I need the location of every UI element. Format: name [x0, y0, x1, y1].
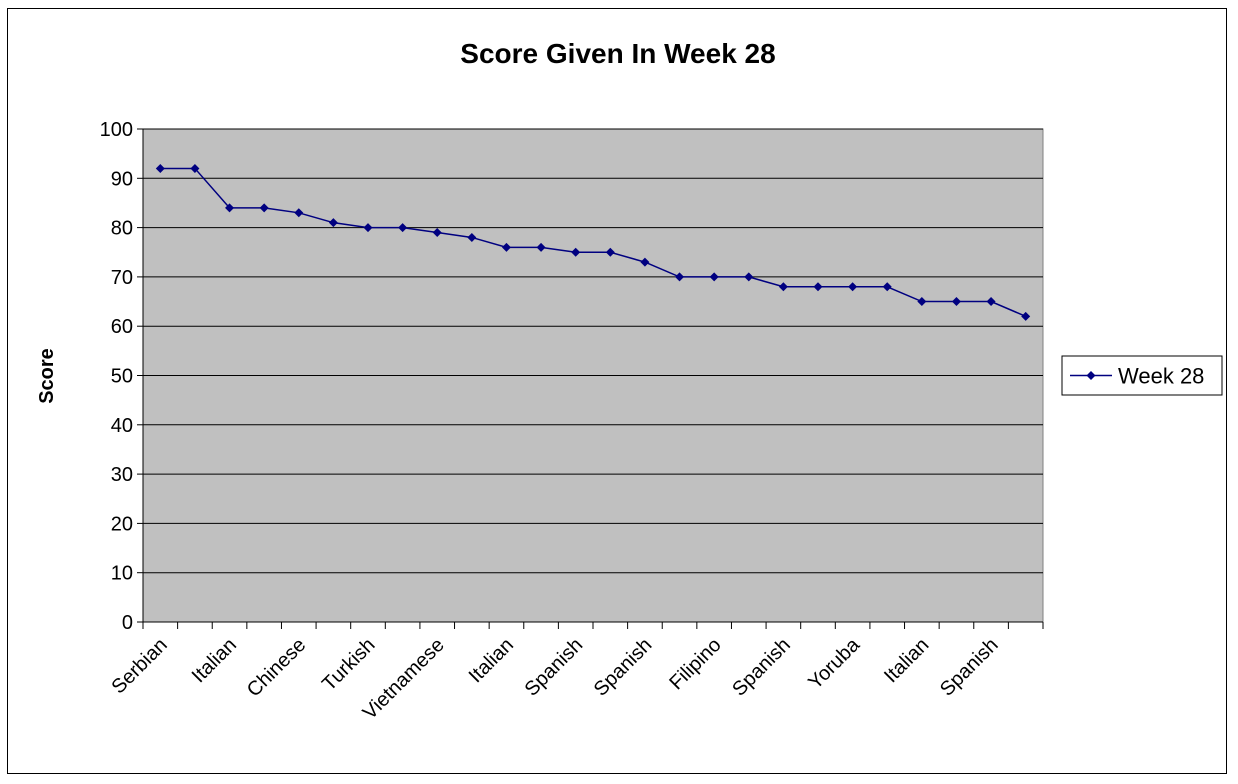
y-axis-label: Score: [36, 348, 58, 404]
data-point-marker: [605, 247, 615, 257]
data-point-marker: [432, 228, 442, 238]
data-point-marker: [190, 163, 200, 173]
y-tick-label: 60: [111, 316, 133, 338]
x-tick-label: Spanish: [521, 634, 588, 701]
data-point-marker: [813, 282, 823, 292]
data-point-marker: [917, 297, 927, 307]
data-point-marker: [155, 163, 165, 173]
data-point-marker: [259, 203, 269, 213]
data-point-marker: [536, 242, 546, 252]
data-point-marker: [363, 223, 373, 233]
data-point-marker: [675, 272, 685, 282]
y-tick-label: 20: [111, 513, 133, 535]
y-tick-label: 100: [100, 119, 133, 141]
data-point-marker: [501, 242, 511, 252]
legend: Week 28: [1061, 355, 1223, 396]
y-tick-label: 50: [111, 366, 133, 388]
x-tick-label: Yoruba: [804, 633, 864, 693]
x-tick-label: Turkish: [318, 634, 379, 695]
data-point-marker: [986, 297, 996, 307]
data-point-marker: [744, 272, 754, 282]
data-point-marker: [882, 282, 892, 292]
y-tick-label: 40: [111, 415, 133, 437]
y-tick-label: 30: [111, 464, 133, 486]
x-tick-label: Spanish: [936, 634, 1003, 701]
data-point-marker: [951, 297, 961, 307]
x-tick-label: Italian: [188, 634, 241, 687]
data-point-marker: [294, 208, 304, 218]
data-point-marker: [225, 203, 235, 213]
data-point-marker: [640, 257, 650, 267]
x-tick-label: Spanish: [728, 634, 795, 701]
y-tick-label: 80: [111, 218, 133, 240]
x-tick-label: Filipino: [665, 634, 725, 694]
legend-label: Week 28: [1118, 364, 1204, 389]
y-tick-label: 0: [122, 612, 133, 634]
x-tick-label: Italian: [465, 634, 518, 687]
data-point-marker: [848, 282, 858, 292]
y-tick-label: 70: [111, 267, 133, 289]
data-point-marker: [1021, 311, 1031, 321]
x-tick-label: Chinese: [243, 634, 310, 701]
data-point-marker: [709, 272, 719, 282]
chart-title: Score Given In Week 28: [460, 38, 775, 69]
x-tick-label: Serbian: [108, 634, 172, 698]
y-tick-label: 10: [111, 563, 133, 585]
data-point-marker: [571, 247, 581, 257]
x-tick-label: Italian: [880, 634, 933, 687]
data-point-marker: [328, 218, 338, 228]
x-tick-label: Spanish: [590, 634, 657, 701]
y-tick-label: 90: [111, 168, 133, 190]
data-point-marker: [467, 232, 477, 242]
legend-marker: [1086, 371, 1096, 380]
data-point-marker: [778, 282, 788, 292]
series-line: [160, 167, 1026, 318]
data-point-marker: [398, 223, 408, 233]
